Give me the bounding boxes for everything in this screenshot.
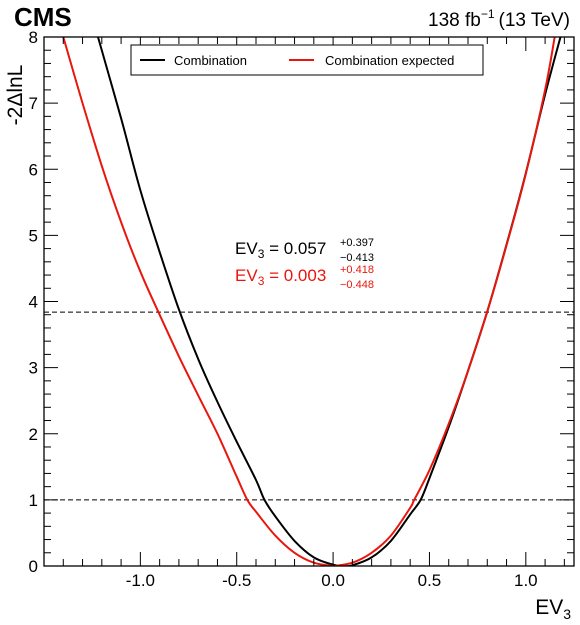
result-observed: EV3 = 0.057 +0.397 −0.413 xyxy=(235,237,374,264)
x-tick-label: -0.5 xyxy=(222,571,251,590)
result-expected-up: +0.418 xyxy=(340,264,374,276)
plot-frame xyxy=(43,36,575,567)
axis-ticks: -1.0 -0.5 0.0 0.5 1.0 0 1 2 3 4 5 6 7 8 xyxy=(29,28,574,590)
y-tick-label: 6 xyxy=(29,160,38,179)
experiment-label: CMS xyxy=(14,2,72,32)
y-tick-label: 3 xyxy=(29,359,38,378)
x-tick-label: 0.0 xyxy=(321,571,345,590)
y-tick-label: 4 xyxy=(29,293,38,312)
legend-label-combination: Combination xyxy=(174,53,247,68)
y-tick-label: 2 xyxy=(29,425,38,444)
result-expected-down: −0.448 xyxy=(340,279,374,291)
y-tick-label: 7 xyxy=(29,94,38,113)
x-tick-label: 1.0 xyxy=(514,571,538,590)
x-tick-label: 0.5 xyxy=(418,571,442,590)
legend-label-combination-expected: Combination expected xyxy=(325,53,454,68)
result-observed-up: +0.397 xyxy=(340,237,374,249)
x-tick-label: -1.0 xyxy=(126,571,155,590)
luminosity-label: 138 fb−1 (13 TeV) xyxy=(428,7,570,31)
result-observed-down: −0.413 xyxy=(340,252,374,264)
y-tick-label: 0 xyxy=(29,557,38,576)
y-tick-label: 8 xyxy=(29,28,38,47)
result-expected-text: EV3 = 0.003 xyxy=(235,266,326,288)
result-observed-text: EV3 = 0.057 xyxy=(235,239,326,261)
curves xyxy=(62,37,562,566)
legend: Combination Combination expected xyxy=(130,44,484,76)
x-axis-title: EV3 xyxy=(535,596,571,622)
y-axis-title: -2ΔlnL xyxy=(4,65,27,126)
y-tick-label: 5 xyxy=(29,226,38,245)
series-line-1 xyxy=(62,37,556,566)
reference-lines xyxy=(44,311,574,501)
y-tick-label: 1 xyxy=(29,491,38,510)
result-expected: EV3 = 0.003 +0.418 −0.448 xyxy=(235,264,374,291)
